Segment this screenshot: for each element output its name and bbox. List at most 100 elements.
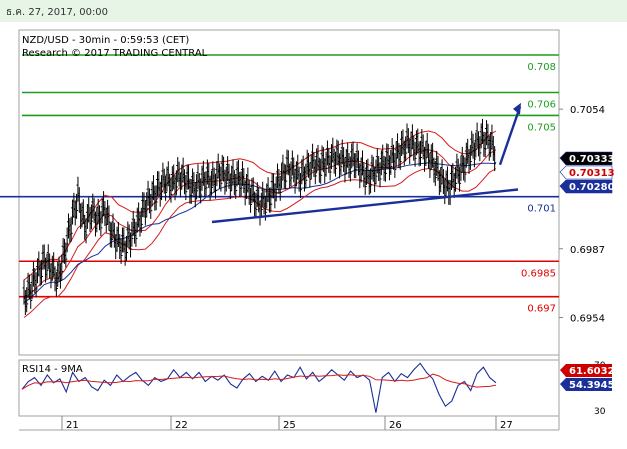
rsi-badge-1: 54.3945	[560, 378, 615, 391]
svg-text:0.70313: 0.70313	[569, 168, 615, 179]
candle	[278, 175, 282, 201]
forecast-arrowhead	[513, 102, 521, 115]
candle	[30, 274, 34, 300]
candle	[129, 232, 133, 258]
candle	[130, 221, 134, 247]
forex-chart: 0.708 0.706 0.705 0.701 0.6985 0.697 0.7054 0.…	[0, 29, 615, 431]
candle	[269, 187, 273, 213]
candle	[25, 287, 29, 313]
candle	[454, 166, 458, 192]
candle	[34, 272, 38, 298]
candle	[404, 136, 408, 162]
rsi-label: RSI14 - 9MA	[22, 364, 83, 375]
candle	[280, 163, 284, 189]
x-tick-label-1: 22	[175, 420, 188, 431]
candle	[84, 218, 88, 244]
candle	[228, 174, 232, 200]
candle	[393, 152, 397, 178]
candle	[77, 187, 81, 213]
candle	[324, 151, 328, 177]
level-label-1: 0.706	[527, 100, 556, 111]
candle	[40, 259, 44, 285]
x-tick-label-3: 26	[389, 420, 402, 431]
candle	[458, 166, 462, 192]
y-tick-label-0: 0.7054	[570, 105, 605, 116]
chart-title: NZD/USD - 30min - 0:59:53 (CET)	[22, 35, 189, 46]
candle	[249, 187, 253, 213]
level-label-0: 0.708	[527, 62, 556, 73]
candle	[433, 160, 437, 186]
candle	[418, 140, 422, 166]
price-badge-1: 0.70313	[559, 165, 615, 180]
candle	[378, 162, 382, 188]
bollinger-lower	[23, 167, 497, 318]
candle	[289, 161, 293, 187]
candle	[313, 159, 317, 185]
candle	[154, 185, 158, 211]
chart-subtitle: Research © 2017 TRADING CENTRAL	[22, 48, 208, 59]
candle	[304, 163, 308, 189]
candle	[463, 157, 467, 183]
candle	[428, 153, 432, 179]
x-tick-label-4: 27	[500, 420, 513, 431]
candle	[493, 146, 497, 172]
moving-average	[23, 162, 497, 304]
candle	[339, 149, 343, 175]
candle	[334, 151, 338, 177]
rsi-ma-line	[21, 373, 497, 390]
candle	[110, 222, 114, 248]
level-label-5: 0.697	[527, 304, 556, 315]
candle	[64, 242, 68, 268]
candle	[369, 168, 373, 194]
candle	[189, 178, 193, 204]
rsi-line	[21, 362, 497, 413]
level-label-4: 0.6985	[521, 268, 556, 279]
candle	[174, 170, 178, 196]
y-tick-label-2: 0.6954	[570, 314, 605, 325]
svg-text:61.6032: 61.6032	[569, 366, 615, 377]
price-badge-2: 0.70280	[559, 179, 615, 194]
candle	[308, 162, 312, 188]
candle	[478, 136, 482, 162]
candle	[164, 175, 168, 201]
candle	[309, 154, 313, 180]
candle	[58, 263, 62, 289]
candle	[234, 173, 238, 199]
candle	[204, 171, 208, 197]
candle	[343, 157, 347, 183]
candle	[398, 144, 402, 170]
candle	[107, 205, 111, 231]
candle	[443, 179, 447, 205]
x-tick-label-0: 21	[66, 420, 79, 431]
price-badge-0: 0.70333	[559, 151, 615, 166]
forecast-arrow	[498, 106, 522, 166]
candle	[474, 132, 478, 158]
level-label-2: 0.705	[527, 122, 556, 133]
candle	[199, 178, 203, 204]
candle	[89, 204, 93, 230]
date-bar: ธ.ค. 27, 2017, 00:00	[0, 0, 627, 22]
price-panel-frame	[18, 29, 560, 356]
candle	[124, 235, 128, 261]
candle	[319, 158, 323, 184]
rsi-badge-0: 61.6032	[560, 364, 615, 377]
candle	[69, 216, 73, 242]
candle	[259, 192, 263, 218]
candle	[139, 207, 143, 233]
candle	[348, 156, 352, 182]
candle	[149, 193, 153, 219]
candle	[195, 174, 199, 200]
candle	[184, 175, 188, 201]
candle	[483, 132, 487, 158]
candle	[145, 192, 149, 218]
candle	[298, 172, 302, 198]
candle	[99, 211, 103, 237]
candle	[95, 207, 99, 233]
candle	[413, 141, 417, 167]
candle	[213, 173, 217, 199]
candle	[274, 176, 278, 202]
support-trendline	[211, 188, 519, 224]
candle	[472, 142, 476, 168]
y-tick-label-1: 0.6987	[570, 245, 605, 256]
candle	[374, 159, 378, 185]
